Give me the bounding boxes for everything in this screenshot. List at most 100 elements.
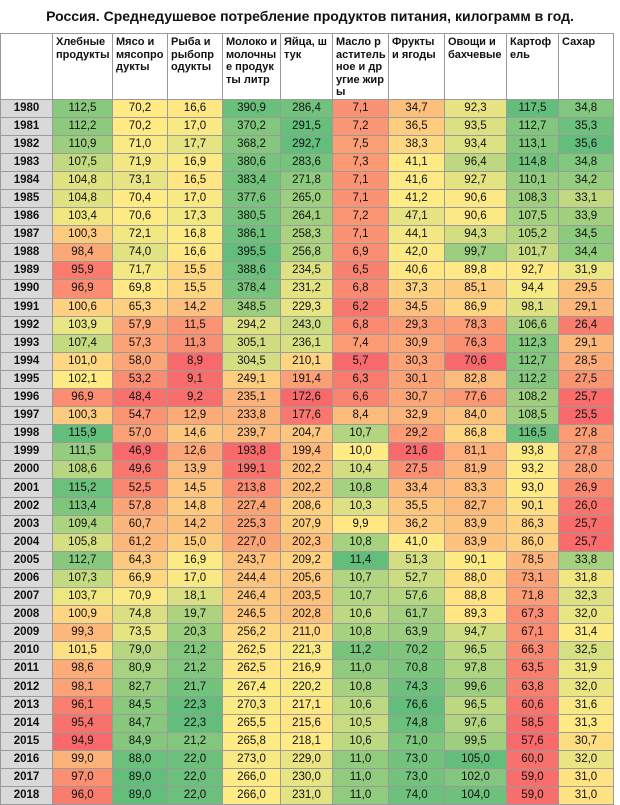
value-cell: 73,1: [112, 170, 168, 190]
value-cell: 104,0: [444, 786, 507, 805]
year-cell: 1994: [0, 351, 53, 371]
table-row: 2008 100,9 74,8 19,7 246,5 202,8 10,6 61,7 89,3 6…: [0, 605, 614, 625]
value-cell: 265,8: [222, 731, 281, 751]
value-cell: 74,3: [388, 677, 445, 697]
value-cell: 116,5: [506, 424, 559, 444]
value-cell: 71,0: [112, 134, 168, 154]
value-cell: 17,7: [167, 134, 223, 154]
value-cell: 107,4: [52, 333, 113, 353]
value-cell: 205,6: [280, 568, 333, 589]
value-cell: 71,8: [506, 587, 559, 607]
value-cell: 202,3: [280, 532, 333, 552]
value-cell: 108,3: [506, 188, 559, 209]
value-cell: 236,1: [280, 333, 333, 353]
value-cell: 11,0: [332, 659, 389, 679]
value-cell: 114,8: [506, 152, 559, 172]
value-cell: 202,2: [280, 478, 333, 498]
value-cell: 7,5: [332, 134, 389, 154]
value-cell: 35,5: [388, 496, 445, 516]
value-cell: 19,7: [167, 605, 223, 625]
value-cell: 199,4: [280, 442, 333, 462]
value-cell: 100,3: [52, 225, 113, 245]
value-cell: 49,6: [112, 460, 168, 480]
value-cell: 26,9: [558, 478, 614, 498]
spreadsheet: Россия. Среднедушевое потребление продук…: [0, 8, 614, 805]
value-cell: 14,2: [167, 297, 223, 317]
year-cell: 1996: [0, 387, 53, 408]
value-cell: 25,7: [558, 387, 614, 408]
value-cell: 79,0: [112, 641, 168, 661]
year-cell: 2000: [0, 460, 53, 480]
table-row: 2006 107,3 66,9 17,0 244,4 205,6 10,7 52,7 88,0 7…: [0, 568, 614, 589]
value-cell: 258,3: [280, 225, 333, 245]
table-row: 2013 96,1 84,5 22,3 270,3 217,1 10,6 76,6 96,5 60…: [0, 695, 614, 715]
value-cell: 85,1: [444, 279, 507, 299]
value-cell: 31,9: [558, 261, 614, 281]
value-cell: 211,0: [280, 623, 333, 643]
value-cell: 7,1: [332, 98, 389, 118]
value-cell: 199,1: [222, 460, 281, 480]
year-cell: 2011: [0, 659, 53, 679]
value-cell: 53,2: [112, 369, 168, 390]
value-cell: 81,9: [444, 460, 507, 480]
value-cell: 30,3: [388, 351, 445, 371]
value-cell: 46,9: [112, 442, 168, 462]
year-cell: 1995: [0, 369, 53, 390]
value-cell: 6,8: [332, 315, 389, 335]
value-cell: 256,8: [280, 243, 333, 263]
value-cell: 73,5: [112, 623, 168, 643]
value-cell: 10,6: [332, 731, 389, 751]
value-cell: 83,3: [444, 478, 507, 498]
value-cell: 102,0: [444, 767, 507, 788]
value-cell: 112,7: [52, 550, 113, 570]
value-cell: 21,2: [167, 659, 223, 679]
value-cell: 227,4: [222, 496, 281, 516]
value-cell: 217,1: [280, 695, 333, 715]
value-cell: 10,7: [332, 424, 389, 444]
value-cell: 10,4: [332, 460, 389, 480]
value-cell: 40,6: [388, 261, 445, 281]
value-cell: 22,3: [167, 695, 223, 715]
value-cell: 11,4: [332, 550, 389, 570]
value-cell: 14,6: [167, 424, 223, 444]
value-cell: 229,3: [280, 297, 333, 317]
year-cell: 1991: [0, 297, 53, 317]
value-cell: 30,7: [388, 387, 445, 408]
value-cell: 15,5: [167, 261, 223, 281]
table-row: 2012 98,1 82,7 21,7 267,4 220,2 10,8 74,3 99,6 63…: [0, 677, 614, 697]
value-cell: 92,3: [444, 98, 507, 118]
value-cell: 273,0: [222, 749, 281, 769]
value-cell: 86,9: [444, 297, 507, 317]
value-cell: 84,7: [112, 713, 168, 733]
value-cell: 84,9: [112, 731, 168, 751]
value-cell: 99,3: [52, 623, 113, 643]
table-row: 2005 112,7 64,3 16,9 243,7 209,2 11,4 51,3 90,1 7…: [0, 550, 614, 570]
column-header: Мясо и мясопродукты: [112, 33, 168, 100]
value-cell: 72,1: [112, 225, 168, 245]
table-row: 1997 100,3 54,7 12,9 233,8 177,6 8,4 32,9 84,0 10…: [0, 406, 614, 426]
value-cell: 67,3: [506, 605, 559, 625]
value-cell: 235,1: [222, 387, 281, 408]
value-cell: 82,7: [444, 496, 507, 516]
value-cell: 112,7: [506, 116, 559, 136]
value-cell: 61,2: [112, 532, 168, 552]
value-cell: 88,0: [444, 568, 507, 589]
value-cell: 6,2: [332, 297, 389, 317]
value-cell: 83,9: [444, 532, 507, 552]
value-cell: 89,0: [112, 786, 168, 805]
value-cell: 11,2: [332, 641, 389, 661]
value-cell: 380,5: [222, 207, 281, 227]
year-cell: 2014: [0, 713, 53, 733]
table-row: 2001 115,2 52,5 14,5 213,8 202,2 10,8 33,4 83,3 9…: [0, 478, 614, 498]
value-cell: 193,8: [222, 442, 281, 462]
year-cell: 1980: [0, 98, 53, 118]
value-cell: 16,9: [167, 152, 223, 172]
value-cell: 70,2: [112, 98, 168, 118]
value-cell: 112,3: [506, 333, 559, 353]
value-cell: 101,7: [506, 243, 559, 263]
value-cell: 388,6: [222, 261, 281, 281]
value-cell: 90,1: [444, 550, 507, 570]
value-cell: 111,5: [52, 442, 113, 462]
year-cell: 2009: [0, 623, 53, 643]
value-cell: 17,0: [167, 188, 223, 209]
